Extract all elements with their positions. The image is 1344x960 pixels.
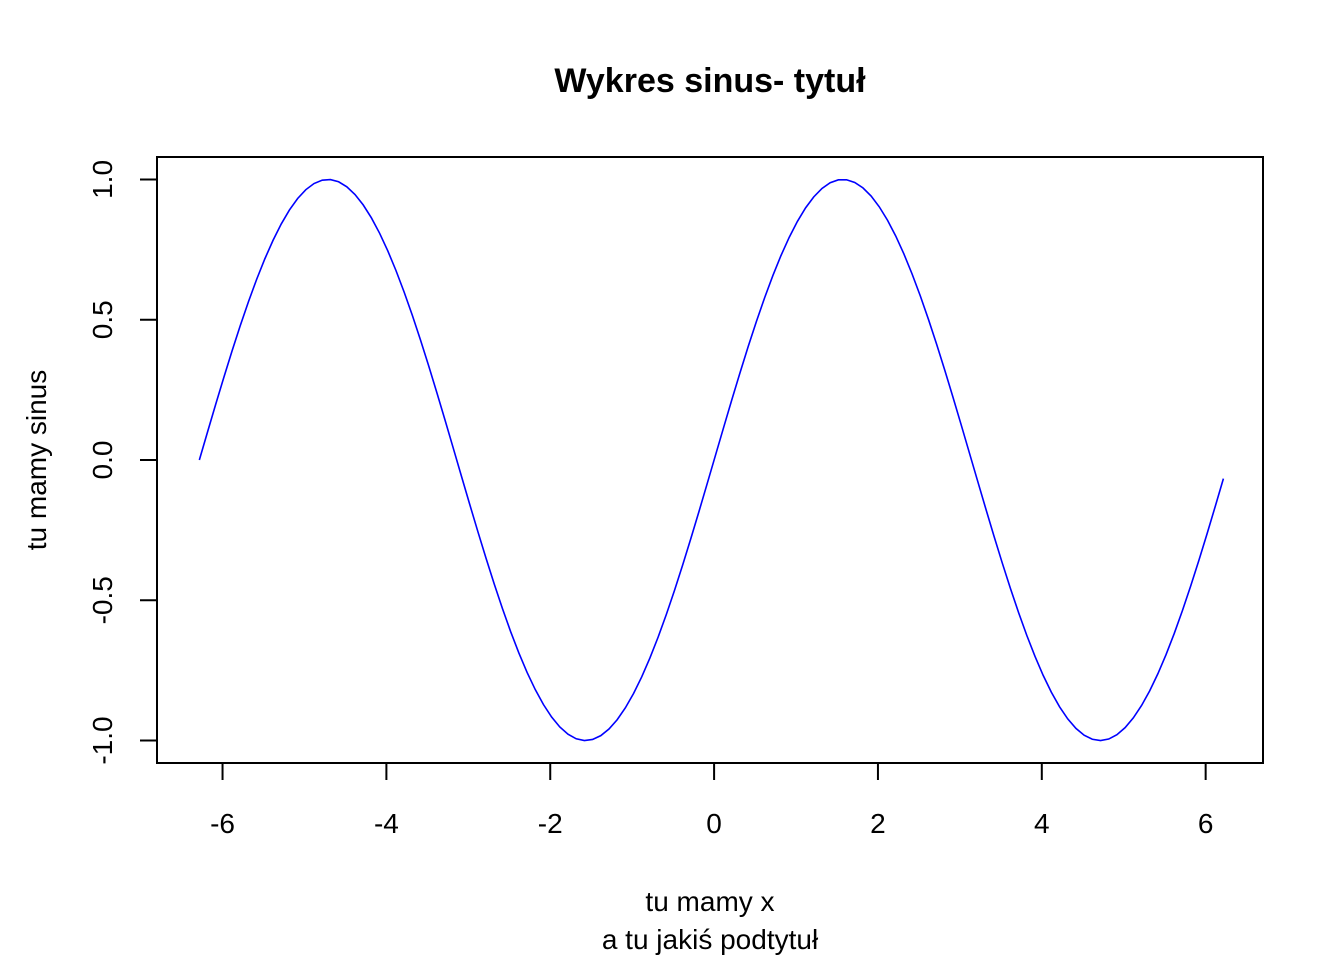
sine-series-line [198, 178, 1225, 742]
x-tick-label: -4 [374, 808, 399, 839]
chart-subtitle: a tu jakiś podtytuł [602, 924, 819, 955]
plot-frame [156, 156, 1264, 764]
y-tick-label: -1.0 [87, 716, 118, 764]
chart-title: Wykres sinus- tytuł [554, 62, 866, 100]
x-tick-label: 0 [706, 808, 722, 839]
series-layer [198, 178, 1225, 742]
x-axis: -6 -4 -2 0 2 4 6 [210, 762, 1214, 839]
x-tick-label: -6 [210, 808, 235, 839]
x-tick-label: -2 [538, 808, 563, 839]
x-tick-label: 6 [1198, 808, 1214, 839]
y-axis: -1.0 -0.5 0.0 0.5 1.0 [87, 160, 158, 765]
y-tick-label: -0.5 [87, 576, 118, 624]
y-tick-label: 1.0 [87, 160, 118, 199]
x-tick-label: 2 [870, 808, 886, 839]
y-tick-label: 0.0 [87, 441, 118, 480]
x-tick-label: 4 [1034, 808, 1050, 839]
y-axis-label: tu mamy sinus [21, 370, 52, 551]
x-axis-label: tu mamy x [645, 886, 774, 917]
y-tick-label: 0.5 [87, 300, 118, 339]
